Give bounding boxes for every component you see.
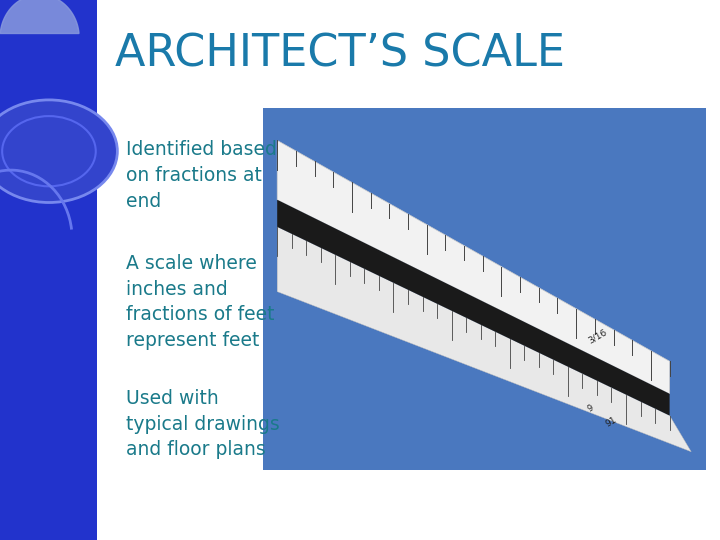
- Text: Used with
typical drawings
and floor plans: Used with typical drawings and floor pla…: [126, 389, 280, 460]
- Text: Identified based
on fractions at
end: Identified based on fractions at end: [126, 140, 277, 211]
- Polygon shape: [0, 0, 79, 33]
- Text: ARCHITECT’S SCALE: ARCHITECT’S SCALE: [115, 32, 565, 76]
- Text: 3/16: 3/16: [586, 327, 608, 345]
- Circle shape: [0, 100, 117, 202]
- Polygon shape: [277, 200, 670, 416]
- Polygon shape: [277, 140, 670, 394]
- Text: 91: 91: [604, 415, 618, 428]
- Text: A scale where
inches and
fractions of feet
represent feet: A scale where inches and fractions of fe…: [126, 254, 274, 350]
- Bar: [263, 108, 706, 470]
- Text: 9: 9: [586, 403, 595, 414]
- Polygon shape: [277, 227, 691, 451]
- Bar: [0, 0, 97, 540]
